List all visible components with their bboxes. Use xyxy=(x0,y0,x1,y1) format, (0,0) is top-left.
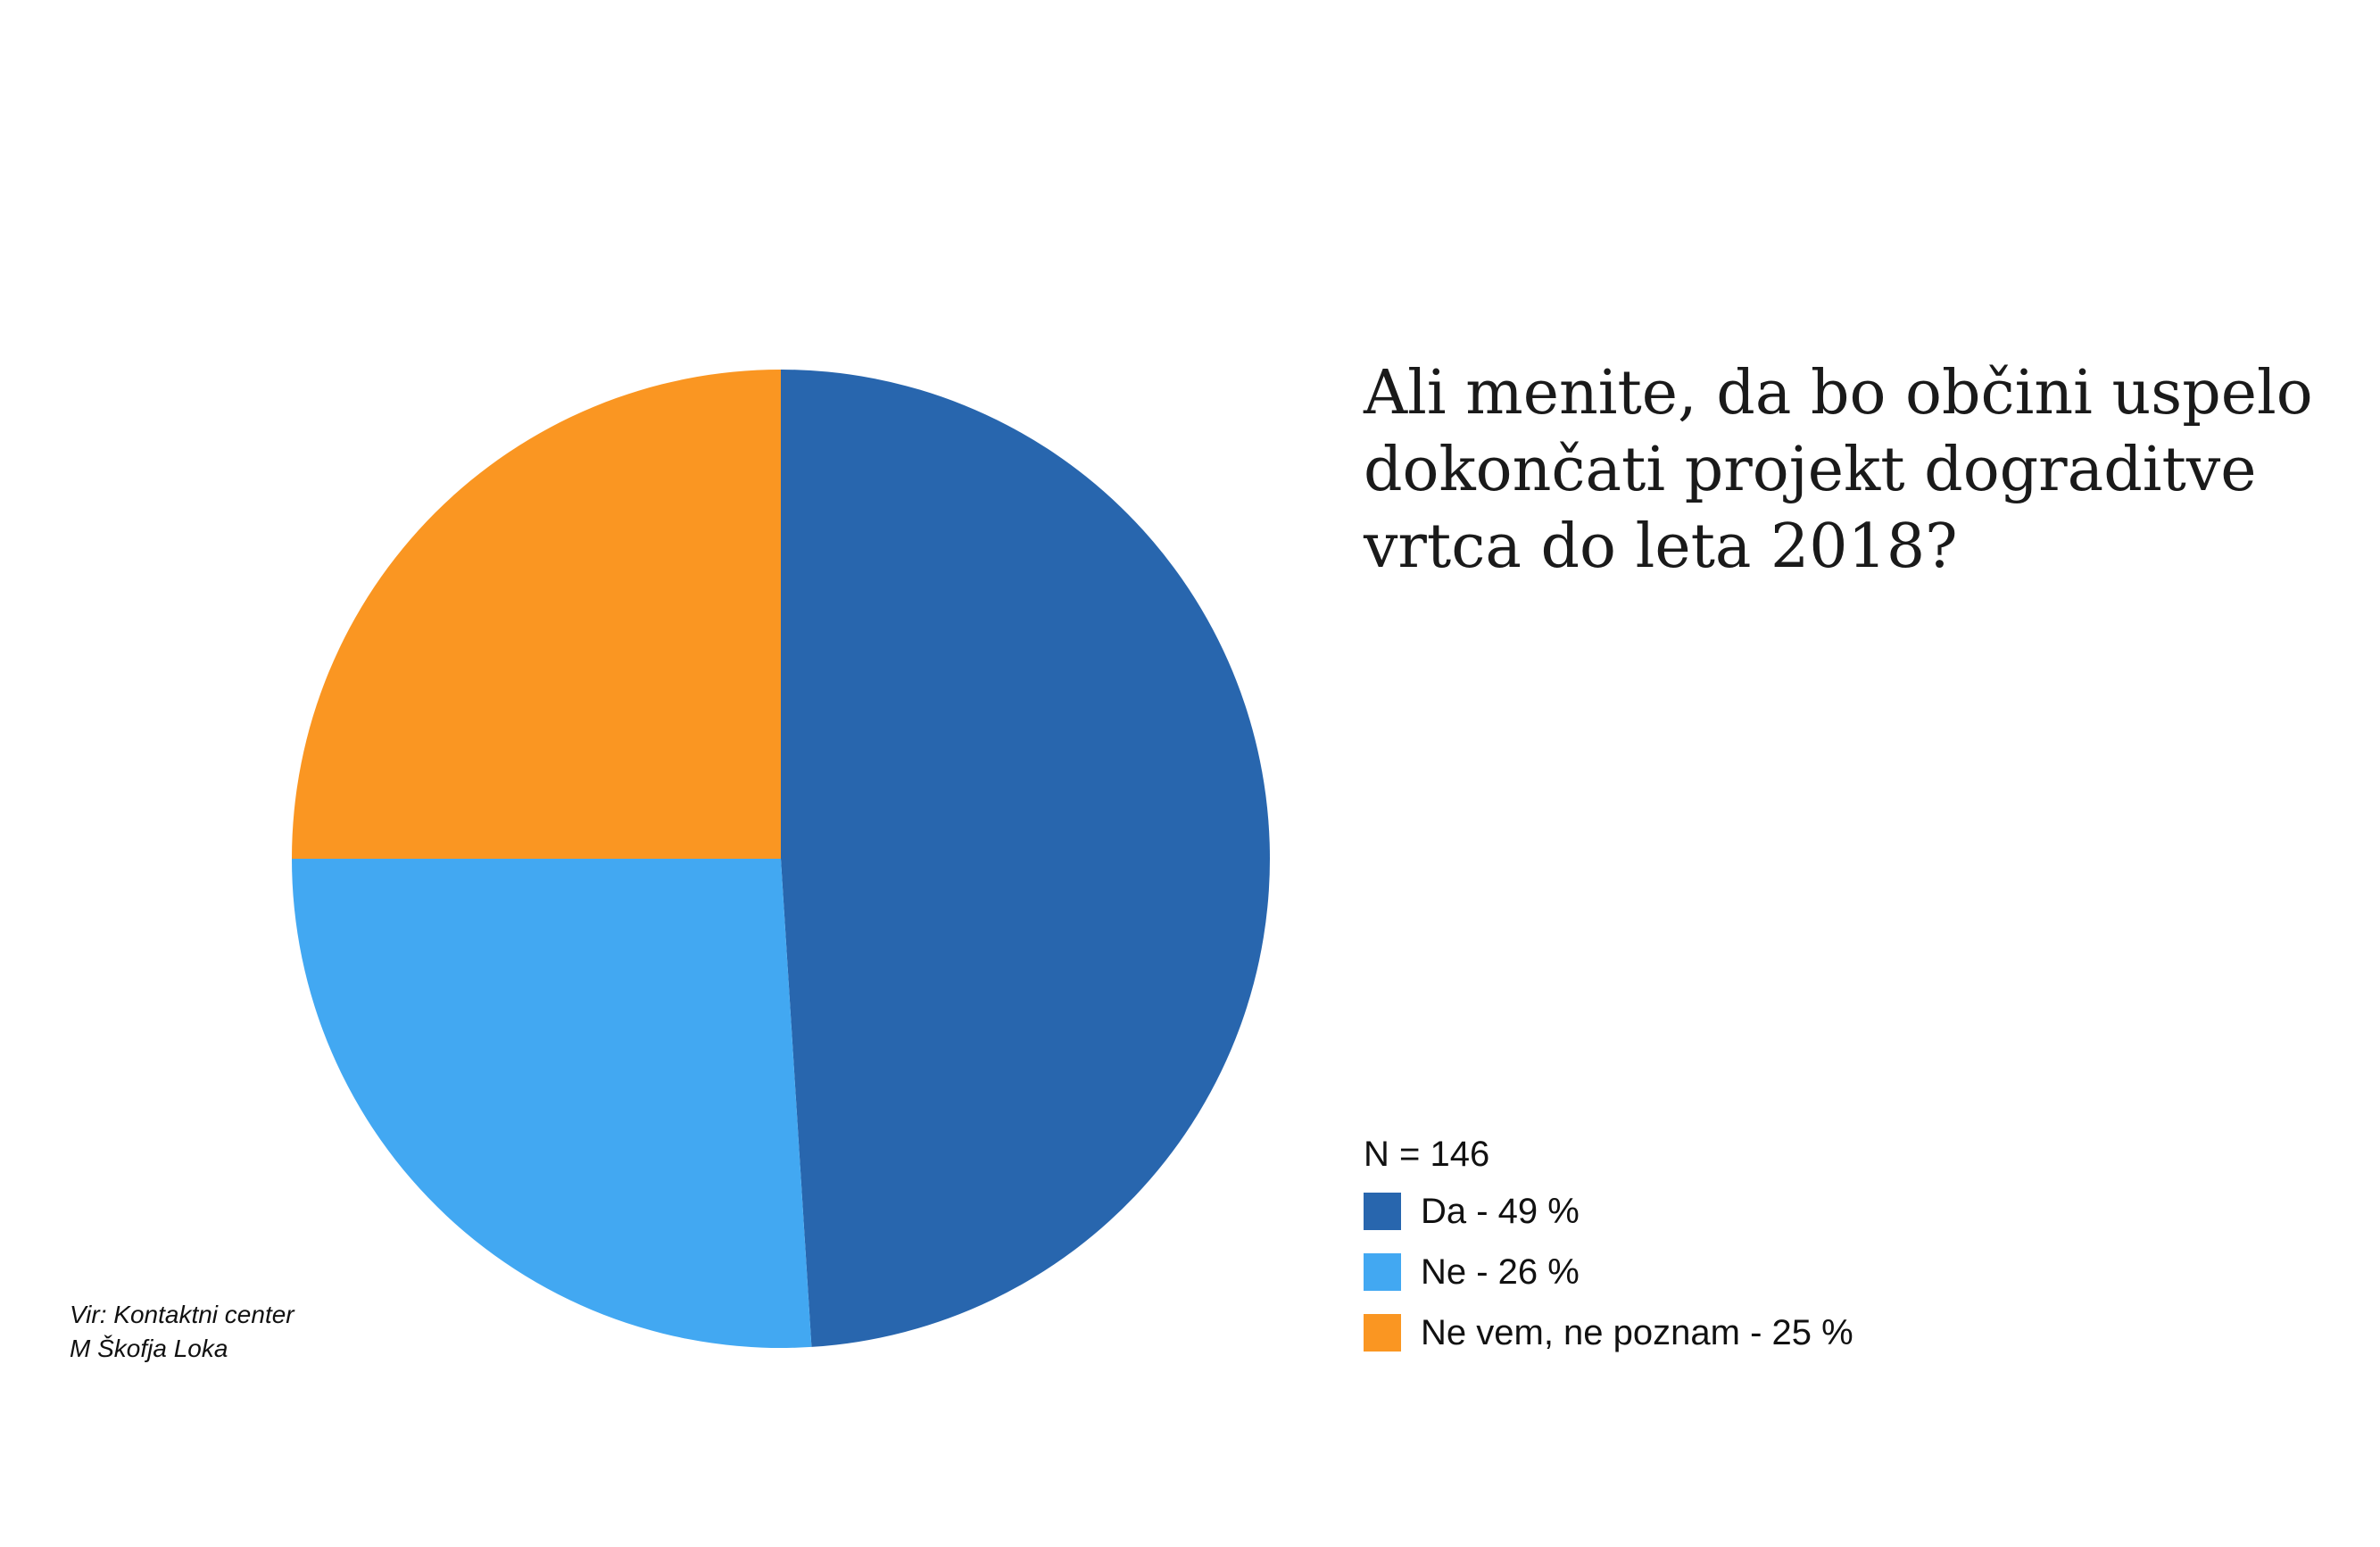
pie-slice-ne xyxy=(292,859,812,1348)
legend-label-ne-vem: Ne vem, ne poznam - 25 % xyxy=(1421,1313,1853,1352)
source-line-2: M Škofja Loka xyxy=(70,1335,228,1362)
chart-title-line-2: dokončati projekt dograditve xyxy=(1364,435,2257,505)
legend-item-da: Da - 49 % xyxy=(1364,1189,1853,1234)
legend-item-ne-vem: Ne vem, ne poznam - 25 % xyxy=(1364,1310,1853,1355)
chart-title-line-3: vrtca do leta 2018? xyxy=(1364,512,1958,582)
pie-slice-ne-vem xyxy=(292,370,781,859)
source-line-1: Vir: Kontaktni center xyxy=(70,1301,294,1328)
legend-swatch-da xyxy=(1364,1193,1401,1230)
sample-size-label: N = 146 xyxy=(1364,1135,1490,1174)
legend: N = 146 Da - 49 % Ne - 26 % Ne vem, ne p… xyxy=(1364,1132,1853,1371)
legend-label-da: Da - 49 % xyxy=(1421,1192,1580,1231)
legend-item-ne: Ne - 26 % xyxy=(1364,1250,1853,1294)
chart-title: Ali menite, da bo občini uspelo dokončat… xyxy=(1364,355,2354,586)
chart-title-line-1: Ali menite, da bo občini uspelo xyxy=(1364,358,2313,428)
legend-swatch-ne-vem xyxy=(1364,1314,1401,1352)
source-note: Vir: Kontaktni center M Škofja Loka xyxy=(70,1298,294,1366)
legend-swatch-ne xyxy=(1364,1253,1401,1291)
legend-label-ne: Ne - 26 % xyxy=(1421,1252,1580,1292)
pie-slice-da xyxy=(781,370,1270,1347)
